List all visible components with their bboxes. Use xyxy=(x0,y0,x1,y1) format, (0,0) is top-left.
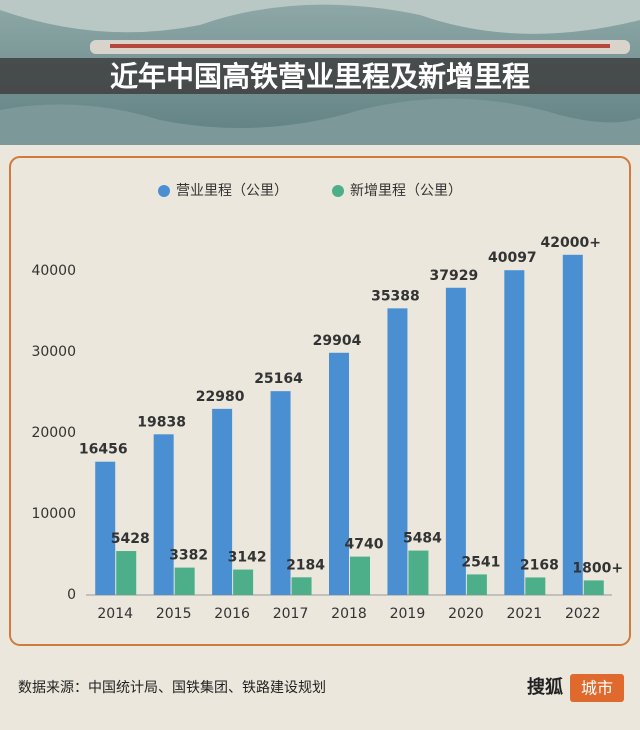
bar xyxy=(270,391,291,595)
x-tick-label: 2015 xyxy=(156,606,192,622)
y-tick-label: 40000 xyxy=(31,263,76,279)
header-hill xyxy=(0,98,640,145)
value-label: 16456 xyxy=(79,442,128,458)
bar xyxy=(408,550,429,595)
header-cloud xyxy=(0,0,640,34)
value-label: 3142 xyxy=(228,550,267,566)
x-tick-label: 2018 xyxy=(331,606,367,622)
legend-marker xyxy=(332,185,344,197)
y-tick-label: 20000 xyxy=(31,425,76,441)
value-label: 40097 xyxy=(488,250,537,266)
value-label: 1800+ xyxy=(572,560,623,576)
value-label: 19838 xyxy=(137,414,186,430)
bar xyxy=(466,574,487,595)
x-tick-label: 2020 xyxy=(448,606,484,622)
source: 数据来源：中国统计局、国铁集团、铁路建设规划 xyxy=(18,679,326,696)
header-train xyxy=(0,58,640,94)
value-label: 22980 xyxy=(196,389,245,405)
legend-label: 营业里程（公里） xyxy=(176,183,288,199)
bar xyxy=(350,556,370,595)
bar xyxy=(212,408,233,595)
x-tick-label: 2019 xyxy=(390,606,426,622)
value-label: 25164 xyxy=(254,371,303,387)
bar xyxy=(504,270,525,595)
x-tick-label: 2021 xyxy=(507,606,543,622)
card-border xyxy=(9,156,631,646)
bar xyxy=(583,580,604,595)
value-label: 3382 xyxy=(169,548,208,564)
bar xyxy=(153,434,174,595)
bar xyxy=(174,567,195,595)
y-tick-label: 0 xyxy=(67,587,76,603)
bar xyxy=(525,577,546,595)
value-label: 37929 xyxy=(430,268,479,284)
x-tick-label: 2017 xyxy=(273,606,309,622)
value-label: 35388 xyxy=(371,288,420,304)
bar xyxy=(445,287,466,595)
x-tick-label: 2014 xyxy=(97,606,133,622)
y-tick-label: 10000 xyxy=(31,506,76,522)
bar xyxy=(116,551,137,595)
value-label: 5428 xyxy=(111,531,150,547)
x-tick-label: 2022 xyxy=(565,606,601,622)
legend-label: 新增里程（公里） xyxy=(350,183,462,199)
bar xyxy=(291,577,312,595)
value-label: 2184 xyxy=(286,557,325,573)
value-label: 2168 xyxy=(520,557,559,573)
y-tick-label: 30000 xyxy=(31,344,76,360)
bar xyxy=(95,461,116,595)
bar xyxy=(233,569,254,595)
value-label: 2541 xyxy=(461,554,500,570)
bar xyxy=(329,352,349,595)
value-label: 5484 xyxy=(403,531,442,547)
brand-tag-bg xyxy=(570,674,624,702)
bar xyxy=(562,254,583,596)
brand: 搜狐 xyxy=(527,676,563,698)
x-tick-label: 2016 xyxy=(214,606,250,622)
legend-marker xyxy=(158,185,170,197)
value-label: 29904 xyxy=(313,333,362,349)
header-train-stripe xyxy=(110,44,610,48)
chart-title: 近年中国高铁营业里程及新增里程 xyxy=(110,60,530,93)
value-label: 4740 xyxy=(345,537,384,553)
bar xyxy=(387,308,408,595)
brand-tag: 城市 xyxy=(581,679,613,698)
value-label: 42000+ xyxy=(541,235,601,251)
